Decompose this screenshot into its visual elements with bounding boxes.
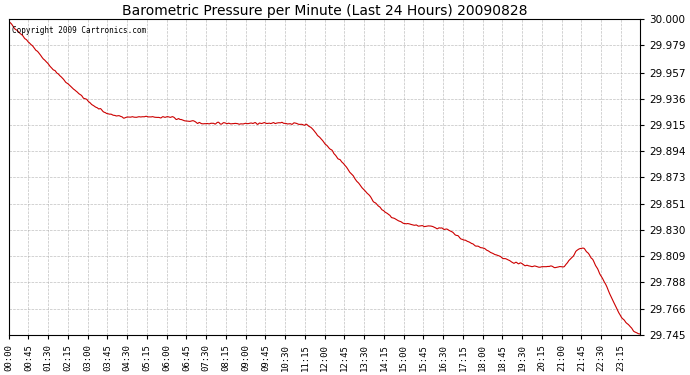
- Title: Barometric Pressure per Minute (Last 24 Hours) 20090828: Barometric Pressure per Minute (Last 24 …: [121, 4, 527, 18]
- Text: Copyright 2009 Cartronics.com: Copyright 2009 Cartronics.com: [12, 26, 146, 34]
